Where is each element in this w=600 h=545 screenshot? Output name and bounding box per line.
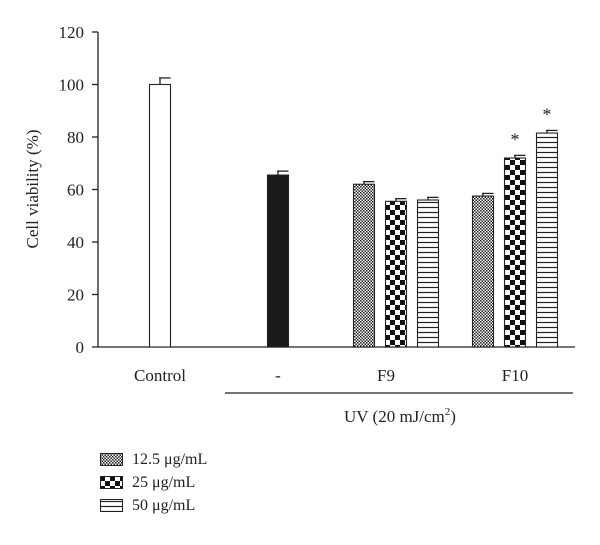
y-tick-label: 80 xyxy=(67,128,84,147)
bar-f10-hlines xyxy=(535,132,559,348)
bars: ** xyxy=(148,77,559,348)
y-tick-label: 100 xyxy=(59,76,85,95)
legend-item-25: 25 μg/mL xyxy=(100,471,207,494)
bar-f10-dotted xyxy=(471,195,495,348)
treatment-label-superscript: 2 xyxy=(445,406,451,418)
legend-item-12-5: 12.5 μg/mL xyxy=(100,448,207,471)
group-label-control: Control xyxy=(134,366,186,385)
legend-swatch-hlines xyxy=(100,499,123,512)
bar-f9-checker xyxy=(384,200,408,348)
y-tick-label: 60 xyxy=(67,181,84,200)
y-ticks: 0 20 40 60 80 100 120 xyxy=(59,23,98,357)
legend-item-50: 50 μg/mL xyxy=(100,494,207,517)
group-label-f10: F10 xyxy=(502,366,528,385)
bar--black xyxy=(266,174,290,348)
significance-asterisk: * xyxy=(543,104,552,124)
treatment-label: UV (20 mJ/cm2) xyxy=(344,406,456,426)
bar-control-white xyxy=(148,83,172,348)
y-tick-label: 120 xyxy=(59,23,85,42)
group-label-uv-only: - xyxy=(275,366,281,385)
bar-f10-checker xyxy=(503,157,527,348)
y-tick-label: 40 xyxy=(67,233,84,252)
bar-f9-hlines xyxy=(416,199,440,348)
y-tick-label: 0 xyxy=(76,338,85,357)
bar-f9-dotted xyxy=(352,183,376,348)
legend-label-12-5: 12.5 μg/mL xyxy=(132,450,208,468)
legend: 12.5 μg/mL 25 μg/mL 50 μg/mL xyxy=(100,448,207,517)
legend-swatch-dotted xyxy=(100,453,123,466)
y-axis-label: Cell viability (%) xyxy=(23,130,42,249)
group-label-f9: F9 xyxy=(377,366,395,385)
y-tick-label: 20 xyxy=(67,286,84,305)
legend-swatch-checker xyxy=(100,476,123,489)
legend-label-50: 50 μg/mL xyxy=(132,496,196,514)
legend-label-25: 25 μg/mL xyxy=(132,473,196,491)
significance-asterisk: * xyxy=(511,129,520,149)
